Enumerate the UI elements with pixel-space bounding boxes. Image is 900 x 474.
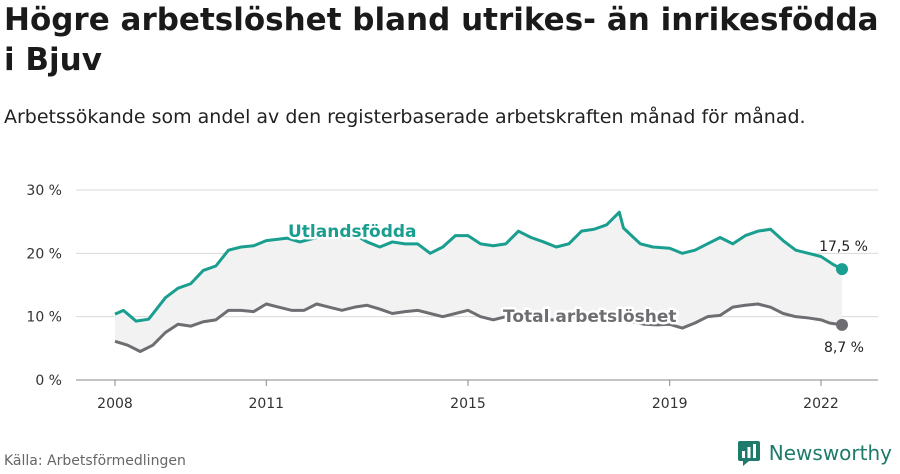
series-label-utlandsfodda: Utlandsfödda: [288, 222, 417, 242]
x-tick-label: 2019: [652, 396, 688, 412]
line-chart: 0 % 10 % 20 % 30 % 2008 2011 2015 2019 2022 17,5 …: [26, 183, 878, 412]
source-note: Källa: Arbetsförmedlingen: [4, 453, 186, 469]
end-label-utlandsfodda: 17,5 %: [819, 239, 868, 255]
end-label-total: 8,7 %: [824, 340, 864, 356]
brand-logo: Newsworthy: [737, 439, 892, 467]
chart-subtitle: Arbetssökande som andel av den registerb…: [4, 106, 806, 128]
x-tick-label: 2011: [248, 396, 284, 412]
chart-title: Högre arbetslöshet bland utrikes- än inr…: [4, 2, 879, 78]
end-marker-total: [836, 318, 848, 331]
y-tick-label: 30 %: [26, 183, 62, 199]
x-tick-label: 2022: [803, 396, 839, 412]
y-tick-label: 10 %: [26, 310, 62, 326]
y-tick-label: 0 %: [35, 373, 62, 389]
x-tick-label: 2015: [450, 396, 486, 412]
end-marker-utlandsfodda: [836, 263, 848, 276]
series-line-utlandsfodda: [114, 210, 843, 323]
y-tick-label: 20 %: [26, 246, 62, 262]
x-tick-label: 2008: [97, 396, 133, 412]
newsworthy-bar-chart-icon: [737, 441, 760, 466]
series-label-total: Total arbetslöshet: [503, 307, 677, 327]
series-line-total: [114, 302, 843, 353]
brand-name: Newsworthy: [768, 441, 892, 465]
gap-band: [115, 212, 842, 352]
